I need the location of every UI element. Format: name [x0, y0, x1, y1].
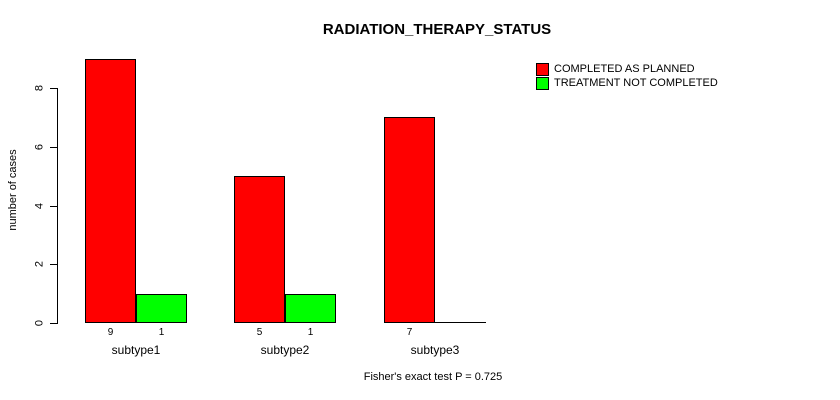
category-label: subtype1: [111, 343, 161, 357]
bar-completed: [85, 58, 136, 323]
y-tick-label: 8: [33, 84, 46, 92]
y-tick-label: 2: [33, 261, 46, 268]
legend-swatch-treatment-not-completed: [536, 76, 549, 90]
legend-label-treatment-not-completed: TREATMENT NOT COMPLETED: [554, 76, 718, 89]
y-tick-label: 4: [33, 202, 46, 209]
y-axis-tick: [50, 323, 57, 324]
bar-completed: [234, 176, 285, 323]
fisher-test-annotation: Fisher's exact test P = 0.725: [363, 371, 503, 383]
category-label: subtype3: [410, 343, 460, 357]
bar-value-label: 5: [256, 327, 263, 338]
bar-value-label: 7: [406, 327, 413, 338]
legend-label-completed-as-planned: COMPLETED AS PLANNED: [554, 62, 695, 75]
bar-value-label: 1: [307, 327, 314, 338]
y-axis-tick: [50, 264, 57, 266]
y-tick-label: 0: [33, 319, 46, 327]
y-axis-line: [57, 88, 58, 324]
bar-completed: [384, 117, 435, 323]
y-axis-tick: [50, 205, 57, 207]
legend-swatch-completed-as-planned: [536, 62, 549, 76]
legend: COMPLETED AS PLANNED TREATMENT NOT COMPL…: [536, 62, 718, 90]
bar-zero-baseline: [435, 322, 486, 323]
y-tick-label: 6: [33, 143, 46, 150]
legend-item-completed-as-planned: COMPLETED AS PLANNED: [536, 62, 718, 76]
bar-not-completed: [136, 293, 187, 323]
legend-item-treatment-not-completed: TREATMENT NOT COMPLETED: [536, 76, 718, 90]
bar-value-label: 1: [158, 327, 165, 338]
category-label: subtype2: [260, 343, 310, 357]
y-axis-tick: [50, 146, 57, 148]
bar-value-label: 9: [107, 327, 114, 338]
y-axis-tick: [50, 88, 57, 89]
chart-title: RADIATION_THERAPY_STATUS: [322, 21, 552, 38]
bar-not-completed: [285, 293, 336, 323]
